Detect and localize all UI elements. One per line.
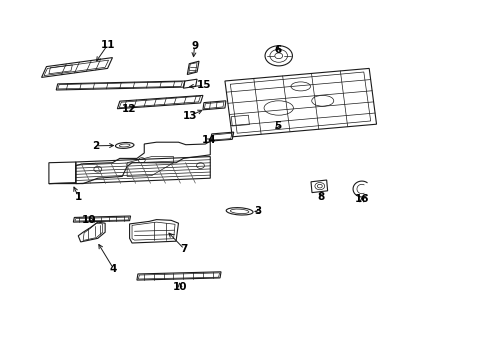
Text: 1: 1 <box>75 192 81 202</box>
Text: 3: 3 <box>254 206 261 216</box>
Text: 14: 14 <box>201 135 216 145</box>
Text: 9: 9 <box>191 41 198 51</box>
Text: 12: 12 <box>121 104 136 114</box>
Text: 2: 2 <box>92 141 99 151</box>
Text: 11: 11 <box>100 40 115 50</box>
Text: 4: 4 <box>109 264 117 274</box>
Text: 5: 5 <box>274 121 281 131</box>
Text: 6: 6 <box>274 45 281 55</box>
Text: 10: 10 <box>82 215 97 225</box>
Text: 8: 8 <box>317 192 324 202</box>
Text: 13: 13 <box>182 111 197 121</box>
Text: 7: 7 <box>180 244 188 254</box>
Text: 15: 15 <box>197 80 211 90</box>
Text: 10: 10 <box>172 282 187 292</box>
Text: 16: 16 <box>354 194 368 204</box>
